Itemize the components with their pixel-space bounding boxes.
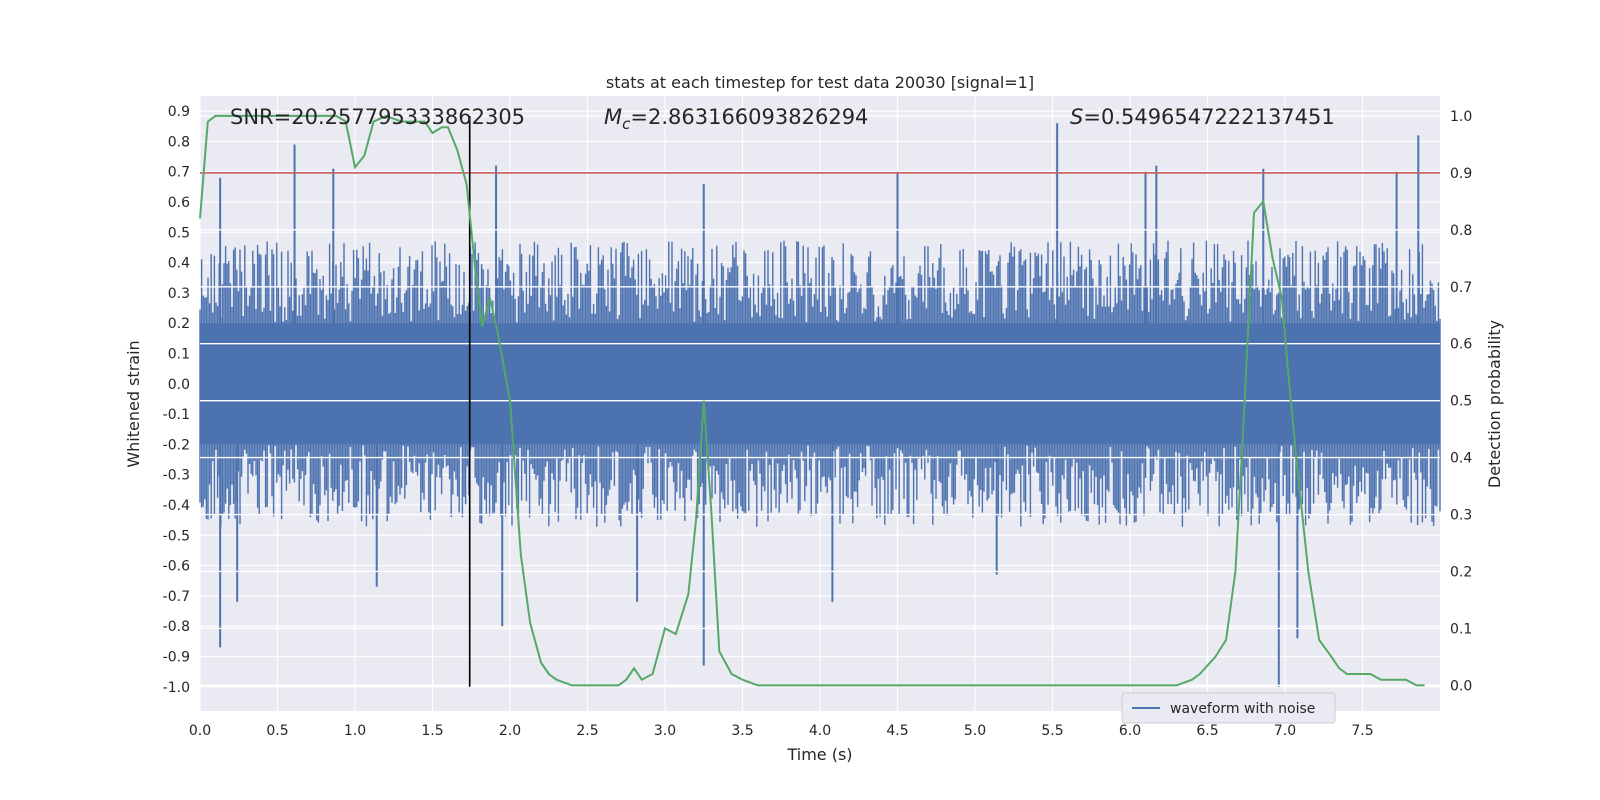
y-right-axis-title: Detection probability <box>1485 320 1504 488</box>
y-left-tick-label: 0.1 <box>168 347 190 363</box>
y-right-tick-label: 0.1 <box>1450 621 1472 637</box>
y-right-tick-label: 1.0 <box>1450 109 1472 125</box>
x-tick-label: 1.0 <box>344 723 366 739</box>
x-tick-label: 3.5 <box>731 723 753 739</box>
s-symbol: S <box>1070 105 1083 129</box>
y-right-tick-label: 0.8 <box>1450 223 1472 239</box>
y-right-tick-label: 0.0 <box>1450 678 1472 694</box>
y-left-tick-label: -0.3 <box>163 468 190 484</box>
x-tick-label: 4.5 <box>886 723 908 739</box>
y-left-tick-label: 0.9 <box>168 104 190 120</box>
mc-subscript: c <box>622 115 631 133</box>
y-left-tick-label: -0.8 <box>163 619 190 635</box>
x-tick-labels: 0.0 0.5 1.0 1.5 2.0 2.5 3.0 3.5 4.0 4.5 5.0 5.5 6.0 6… <box>189 723 1374 739</box>
chart-title: stats at each timestep for test data 200… <box>606 73 1034 92</box>
legend-box <box>1121 692 1336 724</box>
s-value: =0.5496547222137451 <box>1083 105 1334 129</box>
x-tick-label: 5.5 <box>1041 723 1063 739</box>
y-left-tick-label: -0.7 <box>163 589 190 605</box>
mc-annotation: Mc=2.863166093826294 <box>604 105 868 133</box>
y-right-tick-label: 0.7 <box>1450 280 1472 296</box>
y-left-tick-label: -0.9 <box>163 649 190 665</box>
y-left-tick-label: -0.5 <box>163 528 190 544</box>
snr-annotation: SNR=20.257795333862305 <box>230 105 525 129</box>
x-tick-label: 2.5 <box>576 723 598 739</box>
x-tick-label: 7.5 <box>1351 723 1373 739</box>
x-tick-label: 6.5 <box>1196 723 1218 739</box>
x-tick-label: 3.0 <box>654 723 676 739</box>
y-left-tick-label: -0.6 <box>163 559 190 575</box>
mc-value: =2.863166093826294 <box>630 105 868 129</box>
y-left-tick-label: -1.0 <box>163 680 190 696</box>
x-tick-label: 5.0 <box>964 723 986 739</box>
y-left-tick-label: -0.4 <box>163 498 190 514</box>
y-left-tick-label: 0.5 <box>168 225 190 241</box>
y-left-tick-label: 0.2 <box>168 316 190 332</box>
y-left-tick-label: 0.4 <box>168 256 190 272</box>
x-tick-label: 0.5 <box>266 723 288 739</box>
y-right-tick-label: 0.2 <box>1450 564 1472 580</box>
y-right-tick-label: 0.5 <box>1450 394 1472 410</box>
y-right-tick-label: 0.6 <box>1450 337 1472 353</box>
y-right-tick-label: 0.3 <box>1450 508 1472 524</box>
mc-symbol: M <box>604 105 622 129</box>
y-right-tick-label: 0.4 <box>1450 451 1472 467</box>
x-tick-label: 7.0 <box>1274 723 1296 739</box>
y-left-tick-label: 0.6 <box>168 195 190 211</box>
y-left-tick-label: -0.1 <box>163 407 190 423</box>
y-left-tick-label: 0.7 <box>168 165 190 181</box>
s-annotation: S=0.5496547222137451 <box>1070 105 1335 129</box>
x-tick-label: 1.5 <box>421 723 443 739</box>
legend: waveform with noise <box>1121 692 1336 724</box>
x-tick-label: 6.0 <box>1119 723 1141 739</box>
y-left-tick-label: 0.8 <box>168 134 190 150</box>
y-left-tick-label: -0.2 <box>163 437 190 453</box>
x-tick-label: 0.0 <box>189 723 211 739</box>
x-tick-label: 4.0 <box>809 723 831 739</box>
y-left-axis-title: Whitened strain <box>124 340 143 467</box>
x-axis-title: Time (s) <box>786 745 852 764</box>
strain-core <box>200 323 1440 445</box>
probability-line <box>199 114 1425 687</box>
y-left-tick-labels: 0.9 0.8 0.7 0.6 0.5 0.4 0.3 0.2 0.1 0.0 -0.1 -0.2 -0… <box>163 104 190 696</box>
x-tick-label: 2.0 <box>499 723 521 739</box>
y-right-tick-labels: 1.0 0.9 0.8 0.7 0.6 0.5 0.4 0.3 0.2 0.1 0.0 <box>1450 109 1472 694</box>
legend-label: waveform with noise <box>1170 701 1315 717</box>
y-left-tick-label: 0.3 <box>168 286 190 302</box>
y-left-tick-label: 0.0 <box>168 377 190 393</box>
y-right-tick-label: 0.9 <box>1450 166 1472 182</box>
